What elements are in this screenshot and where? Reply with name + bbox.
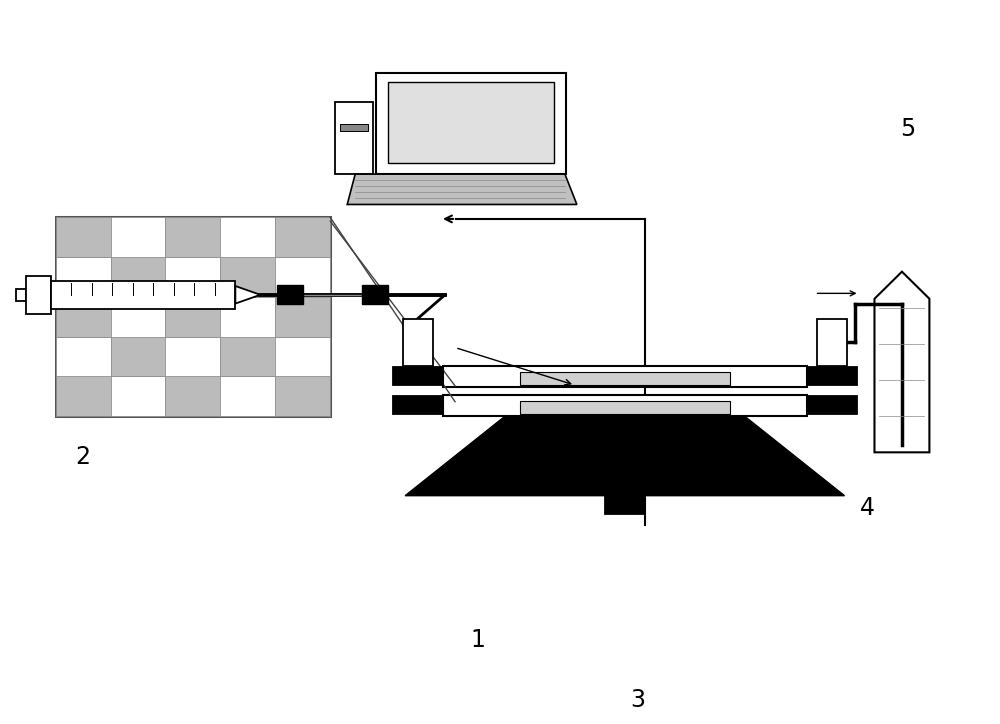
Bar (56, 337, 111, 376)
Bar (362, 285, 388, 304)
Bar (111, 337, 165, 376)
Bar (520, 372, 730, 385)
Bar (165, 217, 220, 257)
Polygon shape (435, 438, 815, 492)
Bar (443, 395, 807, 416)
Bar (340, 124, 368, 131)
Bar (220, 217, 275, 257)
Bar (275, 217, 330, 257)
Bar (807, 396, 857, 414)
Bar (520, 401, 730, 414)
Polygon shape (347, 174, 577, 204)
Text: 1: 1 (471, 628, 485, 652)
Bar (165, 257, 220, 297)
Bar (388, 83, 554, 164)
Bar (605, 496, 645, 514)
Bar (165, 337, 220, 376)
Bar (443, 366, 807, 387)
Bar (56, 297, 111, 337)
Bar (56, 257, 111, 297)
Text: 2: 2 (75, 445, 90, 469)
Bar (220, 297, 275, 337)
Bar (393, 367, 443, 385)
Polygon shape (235, 286, 260, 303)
Bar (275, 337, 330, 376)
Bar (165, 376, 220, 416)
Bar (56, 217, 111, 257)
Text: 4: 4 (860, 496, 875, 520)
Bar (56, 376, 111, 416)
Bar (111, 217, 165, 257)
Bar (165, 297, 220, 337)
Bar (817, 319, 847, 366)
Bar (277, 285, 303, 304)
Bar (26, 276, 51, 314)
Text: 5: 5 (900, 117, 915, 141)
Bar (376, 73, 566, 174)
Bar (111, 257, 165, 297)
Bar (403, 319, 433, 366)
Text: 3: 3 (630, 689, 645, 712)
Bar (111, 376, 165, 416)
Bar (220, 257, 275, 297)
Polygon shape (874, 272, 929, 452)
Bar (16, 289, 26, 300)
Polygon shape (405, 416, 845, 496)
Bar (56, 217, 330, 416)
Bar (275, 297, 330, 337)
Bar (220, 376, 275, 416)
Bar (605, 420, 645, 438)
Bar (393, 396, 443, 414)
Bar (275, 376, 330, 416)
Bar (51, 281, 235, 308)
Bar (111, 297, 165, 337)
Bar (275, 257, 330, 297)
Bar (220, 337, 275, 376)
Bar (807, 367, 857, 385)
Bar (335, 102, 373, 174)
